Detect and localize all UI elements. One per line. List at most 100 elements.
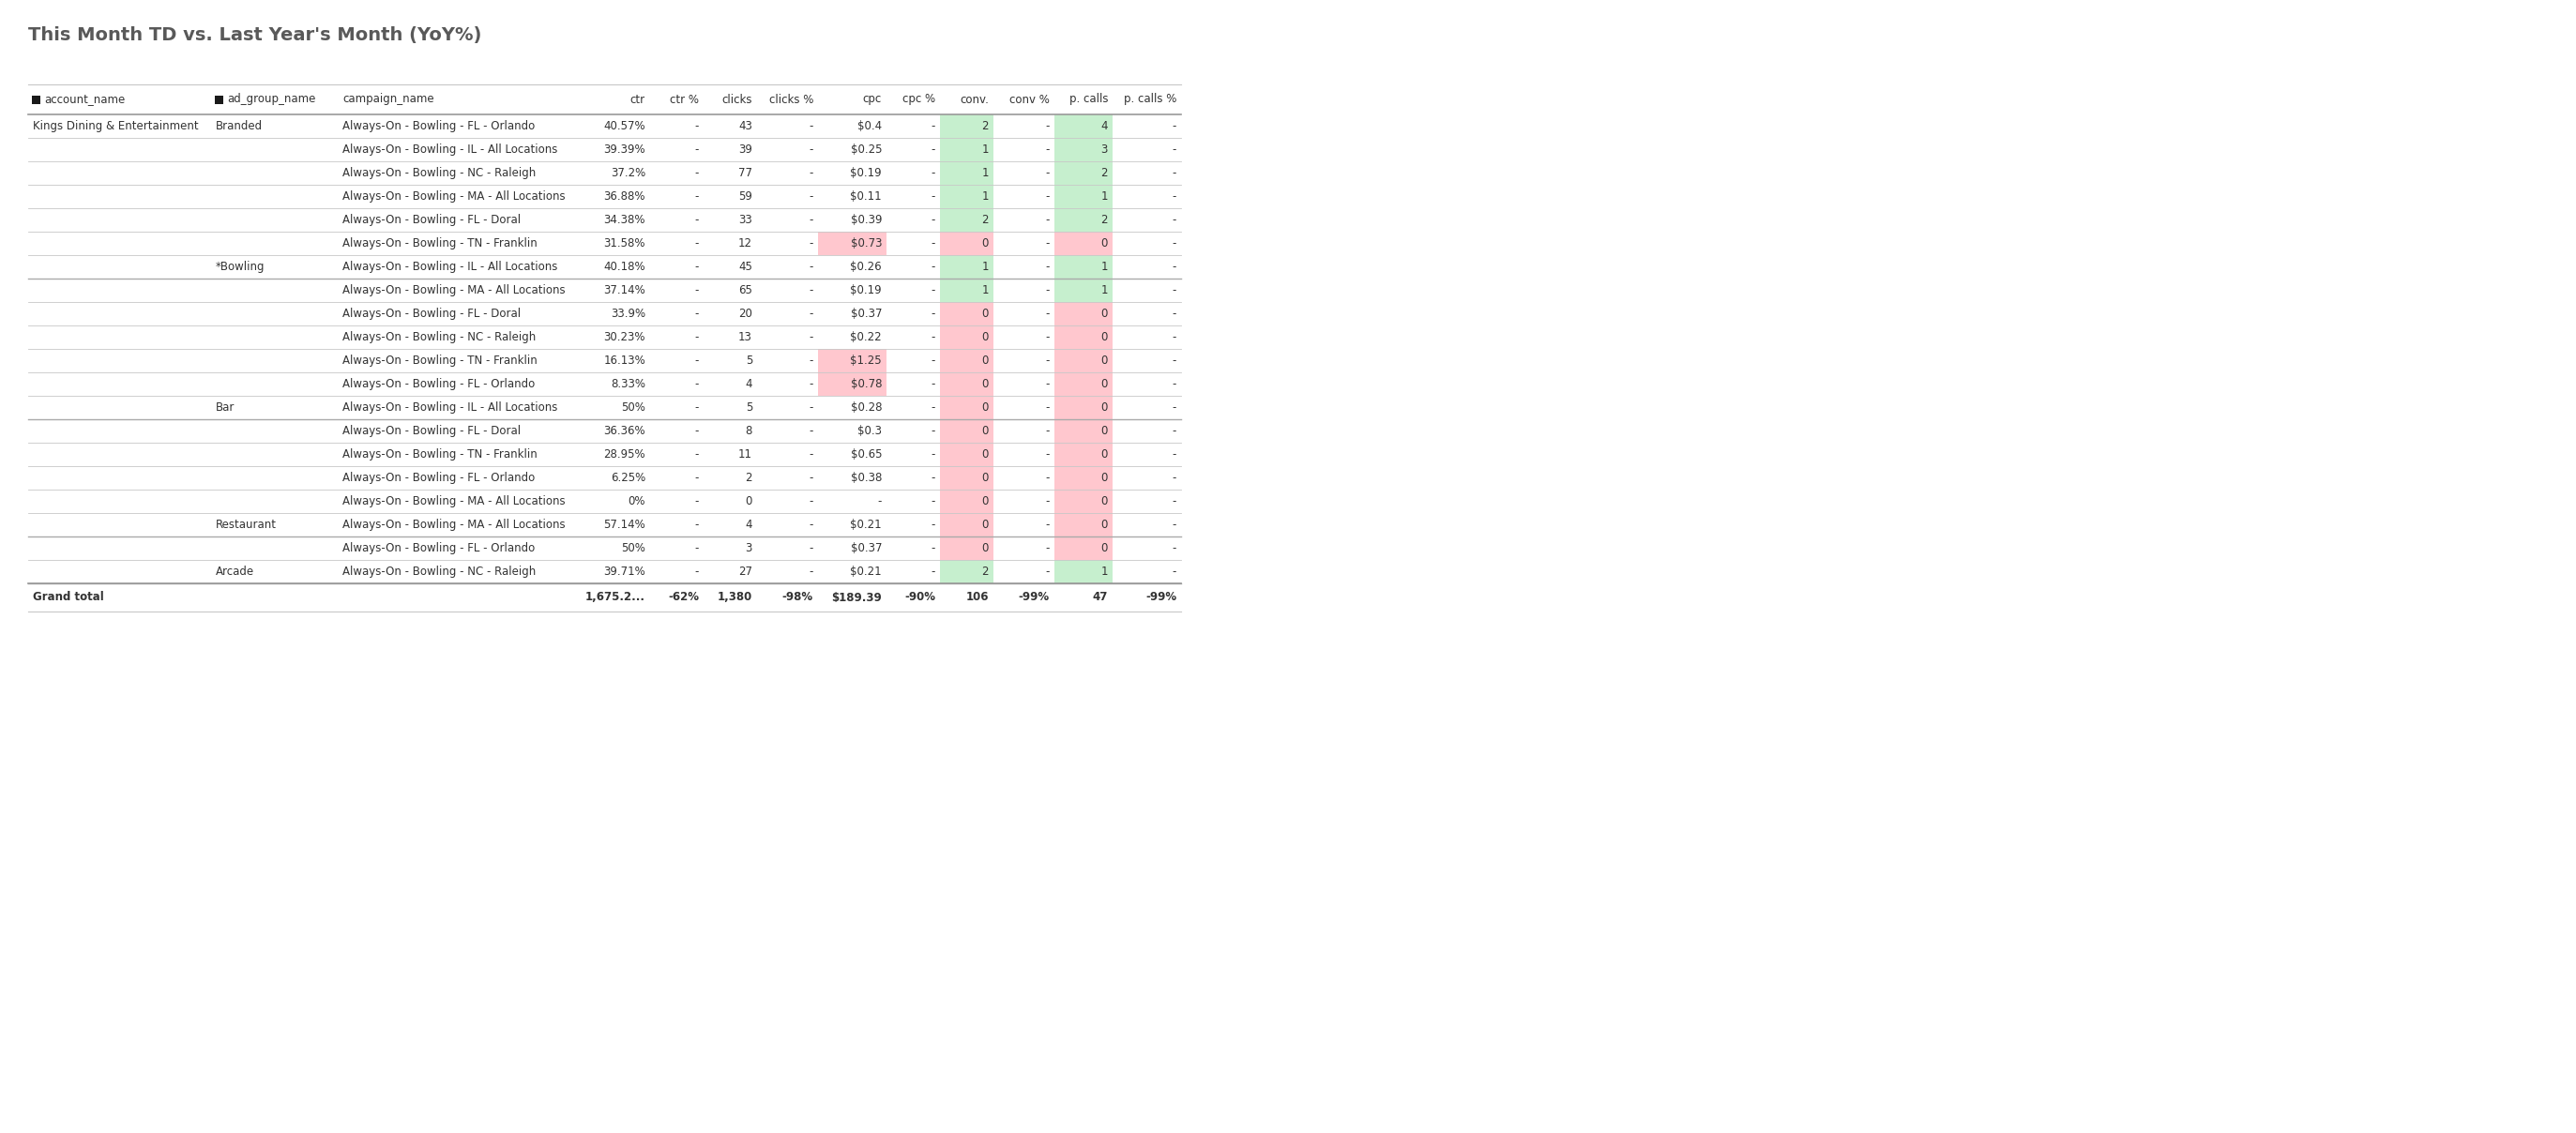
Text: $0.25: $0.25 xyxy=(850,144,881,155)
Text: -: - xyxy=(1172,144,1177,155)
Text: conv.: conv. xyxy=(961,93,989,105)
Text: ctr %: ctr % xyxy=(670,93,698,105)
Text: -: - xyxy=(930,355,935,367)
Text: 1: 1 xyxy=(1100,261,1108,273)
Text: 0: 0 xyxy=(1100,355,1108,367)
Text: -: - xyxy=(809,565,814,578)
Text: cpc: cpc xyxy=(863,93,881,105)
Text: $0.3: $0.3 xyxy=(858,425,881,437)
FancyBboxPatch shape xyxy=(1054,114,1113,138)
Text: -: - xyxy=(809,167,814,179)
Text: 0: 0 xyxy=(1100,401,1108,414)
Text: 1: 1 xyxy=(981,284,989,297)
Text: -: - xyxy=(1172,261,1177,273)
Text: -: - xyxy=(1046,284,1051,297)
Text: -: - xyxy=(930,542,935,554)
Text: -: - xyxy=(1172,495,1177,508)
Text: -: - xyxy=(1046,401,1051,414)
FancyBboxPatch shape xyxy=(31,95,41,103)
Text: 33.9%: 33.9% xyxy=(611,308,647,320)
Text: -: - xyxy=(1046,495,1051,508)
FancyBboxPatch shape xyxy=(940,419,994,443)
Text: 0: 0 xyxy=(981,401,989,414)
Text: -: - xyxy=(809,378,814,390)
FancyBboxPatch shape xyxy=(940,138,994,161)
Text: -: - xyxy=(1046,214,1051,227)
Text: 106: 106 xyxy=(966,591,989,604)
Text: Bar: Bar xyxy=(216,401,234,414)
Text: 0: 0 xyxy=(1100,308,1108,320)
Text: 65: 65 xyxy=(739,284,752,297)
Text: 2: 2 xyxy=(981,120,989,133)
Text: 1: 1 xyxy=(1100,565,1108,578)
Text: 30.23%: 30.23% xyxy=(603,331,647,343)
Text: 2: 2 xyxy=(981,214,989,227)
Text: -: - xyxy=(1172,190,1177,203)
Text: -: - xyxy=(809,120,814,133)
Text: ctr: ctr xyxy=(631,93,647,105)
Text: 4: 4 xyxy=(744,519,752,531)
Text: 37.14%: 37.14% xyxy=(603,284,647,297)
Text: 57.14%: 57.14% xyxy=(603,519,647,531)
FancyBboxPatch shape xyxy=(1054,185,1113,208)
Text: -99%: -99% xyxy=(1146,591,1177,604)
Text: $0.21: $0.21 xyxy=(850,565,881,578)
Text: 1,380: 1,380 xyxy=(716,591,752,604)
Text: -: - xyxy=(930,331,935,343)
FancyBboxPatch shape xyxy=(940,443,994,466)
Text: Always-On - Bowling - NC - Raleigh: Always-On - Bowling - NC - Raleigh xyxy=(343,565,536,578)
Text: 43: 43 xyxy=(739,120,752,133)
Text: $0.11: $0.11 xyxy=(850,190,881,203)
Text: -: - xyxy=(1046,425,1051,437)
Text: 0: 0 xyxy=(1100,237,1108,249)
Text: -: - xyxy=(696,167,698,179)
FancyBboxPatch shape xyxy=(1054,466,1113,489)
FancyBboxPatch shape xyxy=(1054,325,1113,349)
FancyBboxPatch shape xyxy=(1054,138,1113,161)
Text: -: - xyxy=(809,471,814,484)
Text: 31.58%: 31.58% xyxy=(603,237,647,249)
Text: -: - xyxy=(696,261,698,273)
Text: 0: 0 xyxy=(981,331,989,343)
Text: Always-On - Bowling - IL - All Locations: Always-On - Bowling - IL - All Locations xyxy=(343,144,556,155)
Text: -: - xyxy=(1172,355,1177,367)
Text: 20: 20 xyxy=(739,308,752,320)
Text: -: - xyxy=(1046,144,1051,155)
Text: Always-On - Bowling - FL - Doral: Always-On - Bowling - FL - Doral xyxy=(343,214,520,227)
FancyBboxPatch shape xyxy=(1054,303,1113,325)
Text: -: - xyxy=(1172,331,1177,343)
Text: Always-On - Bowling - FL - Orlando: Always-On - Bowling - FL - Orlando xyxy=(343,542,536,554)
FancyBboxPatch shape xyxy=(940,185,994,208)
Text: Arcade: Arcade xyxy=(216,565,255,578)
FancyBboxPatch shape xyxy=(940,349,994,373)
FancyBboxPatch shape xyxy=(940,255,994,279)
Text: 37.2%: 37.2% xyxy=(611,167,647,179)
Text: 0: 0 xyxy=(981,425,989,437)
FancyBboxPatch shape xyxy=(940,395,994,419)
FancyBboxPatch shape xyxy=(1054,349,1113,373)
Text: -: - xyxy=(930,308,935,320)
Text: ad_group_name: ad_group_name xyxy=(227,93,314,105)
Text: 8: 8 xyxy=(744,425,752,437)
Text: 2: 2 xyxy=(1100,214,1108,227)
Text: -: - xyxy=(696,214,698,227)
Text: -: - xyxy=(809,449,814,460)
Text: $189.39: $189.39 xyxy=(832,591,881,604)
Text: Always-On - Bowling - FL - Doral: Always-On - Bowling - FL - Doral xyxy=(343,308,520,320)
FancyBboxPatch shape xyxy=(819,231,886,255)
Text: Always-On - Bowling - TN - Franklin: Always-On - Bowling - TN - Franklin xyxy=(343,449,538,460)
Text: 0: 0 xyxy=(744,495,752,508)
Text: -: - xyxy=(809,214,814,227)
FancyBboxPatch shape xyxy=(1054,537,1113,560)
Text: 40.57%: 40.57% xyxy=(603,120,647,133)
FancyBboxPatch shape xyxy=(1054,419,1113,443)
Text: clicks: clicks xyxy=(721,93,752,105)
Text: -: - xyxy=(1046,542,1051,554)
FancyBboxPatch shape xyxy=(819,373,886,395)
FancyBboxPatch shape xyxy=(1054,161,1113,185)
Text: -: - xyxy=(1172,308,1177,320)
FancyBboxPatch shape xyxy=(940,279,994,303)
FancyBboxPatch shape xyxy=(1054,279,1113,303)
Text: -: - xyxy=(696,425,698,437)
Text: -: - xyxy=(696,378,698,390)
